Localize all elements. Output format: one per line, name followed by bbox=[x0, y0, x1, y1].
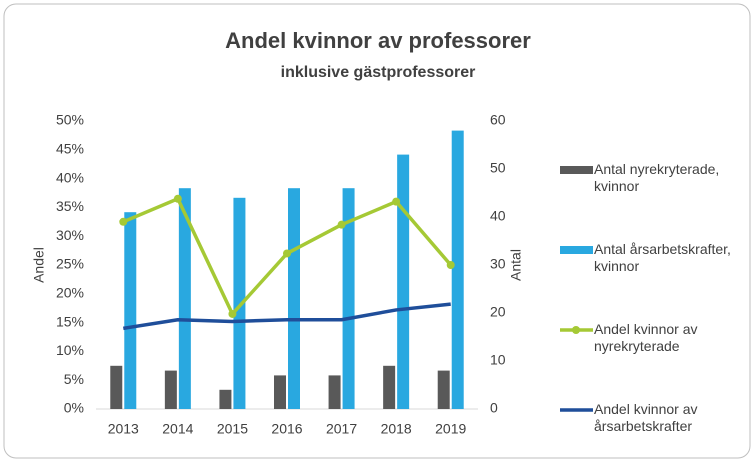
bar bbox=[110, 365, 123, 409]
y2-tick-label: 20 bbox=[490, 304, 506, 320]
y-tick-label: 15% bbox=[56, 313, 84, 329]
x-tick-label: 2017 bbox=[326, 421, 357, 437]
legend-marker bbox=[572, 326, 580, 334]
y-tick-label: 30% bbox=[56, 227, 84, 243]
line-marker bbox=[283, 249, 291, 258]
x-tick-label: 2014 bbox=[162, 421, 193, 437]
x-tick-label: 2016 bbox=[271, 421, 302, 437]
bar bbox=[233, 197, 246, 409]
bar bbox=[274, 375, 286, 409]
bar bbox=[164, 370, 177, 409]
bar bbox=[383, 365, 396, 409]
bar bbox=[328, 375, 341, 409]
bar bbox=[437, 370, 450, 409]
y2-tick-label: 50 bbox=[490, 160, 506, 176]
y-tick-label: 35% bbox=[56, 198, 84, 214]
y-tick-label: 20% bbox=[56, 285, 84, 301]
bar bbox=[124, 212, 137, 409]
line-marker bbox=[337, 220, 346, 229]
y2-tick-label: 60 bbox=[490, 112, 506, 128]
y-tick-label: 10% bbox=[56, 342, 84, 358]
line-marker bbox=[119, 217, 128, 226]
chart-subtitle: inklusive gästprofessorer bbox=[281, 64, 476, 81]
y2-tick-label: 10 bbox=[490, 352, 506, 368]
line-marker bbox=[228, 309, 237, 318]
y-tick-label: 45% bbox=[56, 141, 84, 157]
y2-tick-label: 30 bbox=[490, 256, 506, 272]
legend-label: Andel kvinnor av nyrekryterade bbox=[594, 321, 698, 354]
line-marker bbox=[173, 194, 182, 203]
bar bbox=[178, 188, 191, 409]
bar bbox=[342, 188, 355, 409]
legend-swatch bbox=[560, 246, 593, 254]
y-tick-label: 40% bbox=[56, 169, 84, 185]
y-tick-label: 5% bbox=[64, 371, 84, 387]
chart-title: Andel kvinnor av professorer bbox=[225, 28, 531, 53]
y-tick-label: 25% bbox=[56, 256, 84, 272]
legend-label: Antal nyrekryterade, kvinnor bbox=[594, 161, 720, 194]
x-tick-label: 2013 bbox=[108, 421, 139, 437]
y-axis-title: Andel bbox=[31, 247, 47, 283]
x-tick-label: 2019 bbox=[435, 421, 466, 437]
x-tick-label: 2015 bbox=[217, 421, 248, 437]
y-tick-label: 0% bbox=[64, 400, 84, 416]
line-marker bbox=[446, 261, 455, 269]
y2-tick-label: 40 bbox=[490, 208, 506, 224]
bar bbox=[451, 130, 464, 409]
y-tick-label: 50% bbox=[56, 112, 84, 128]
line-marker bbox=[392, 197, 401, 206]
bar bbox=[288, 188, 300, 409]
bar bbox=[219, 389, 232, 409]
legend-label: Antal årsarbetskrafter, kvinnor bbox=[594, 241, 731, 274]
legend-label: Andel kvinnor av årsarbetskrafter bbox=[594, 401, 698, 434]
y2-axis-title: Antal bbox=[508, 249, 524, 281]
y2-tick-label: 0 bbox=[490, 400, 498, 416]
line bbox=[123, 302, 451, 331]
bar bbox=[397, 154, 410, 409]
legend-swatch bbox=[560, 166, 593, 174]
x-tick-label: 2018 bbox=[381, 421, 412, 437]
